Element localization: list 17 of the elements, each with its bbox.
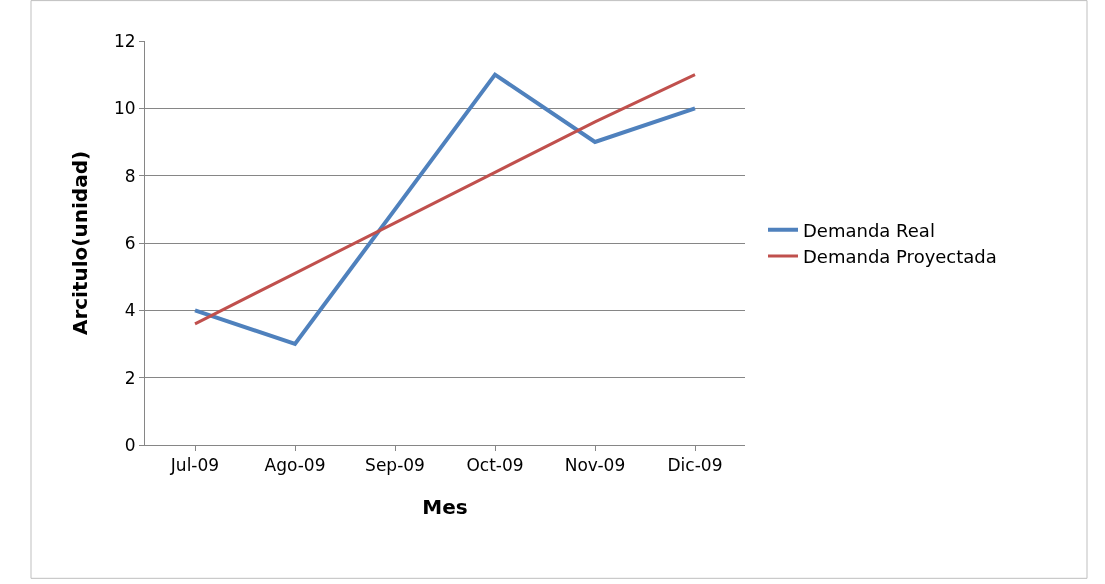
- legend-label: Demanda Proyectada: [803, 246, 997, 268]
- y-axis-title: Arcitulo(unidad): [68, 150, 93, 336]
- y-tick-label: 2: [124, 367, 136, 388]
- y-tick-label: 6: [124, 232, 136, 253]
- x-tick-label: Ago-09: [264, 455, 326, 476]
- y-tick-label: 12: [113, 30, 136, 51]
- legend-label: Demanda Real: [803, 219, 935, 241]
- x-tick-label: Nov-09: [564, 455, 626, 476]
- x-tick-label: Oct-09: [466, 455, 524, 476]
- y-tick-label: 0: [124, 434, 136, 455]
- y-tick-label: 8: [124, 165, 136, 186]
- x-tick-label: Sep-09: [365, 455, 425, 476]
- x-axis-title: Mes: [422, 494, 468, 519]
- y-tick-label: 10: [113, 98, 136, 119]
- x-tick-label: Dic-09: [667, 455, 723, 476]
- x-tick-label: Jul-09: [169, 455, 220, 476]
- y-tick-label: 4: [124, 300, 136, 321]
